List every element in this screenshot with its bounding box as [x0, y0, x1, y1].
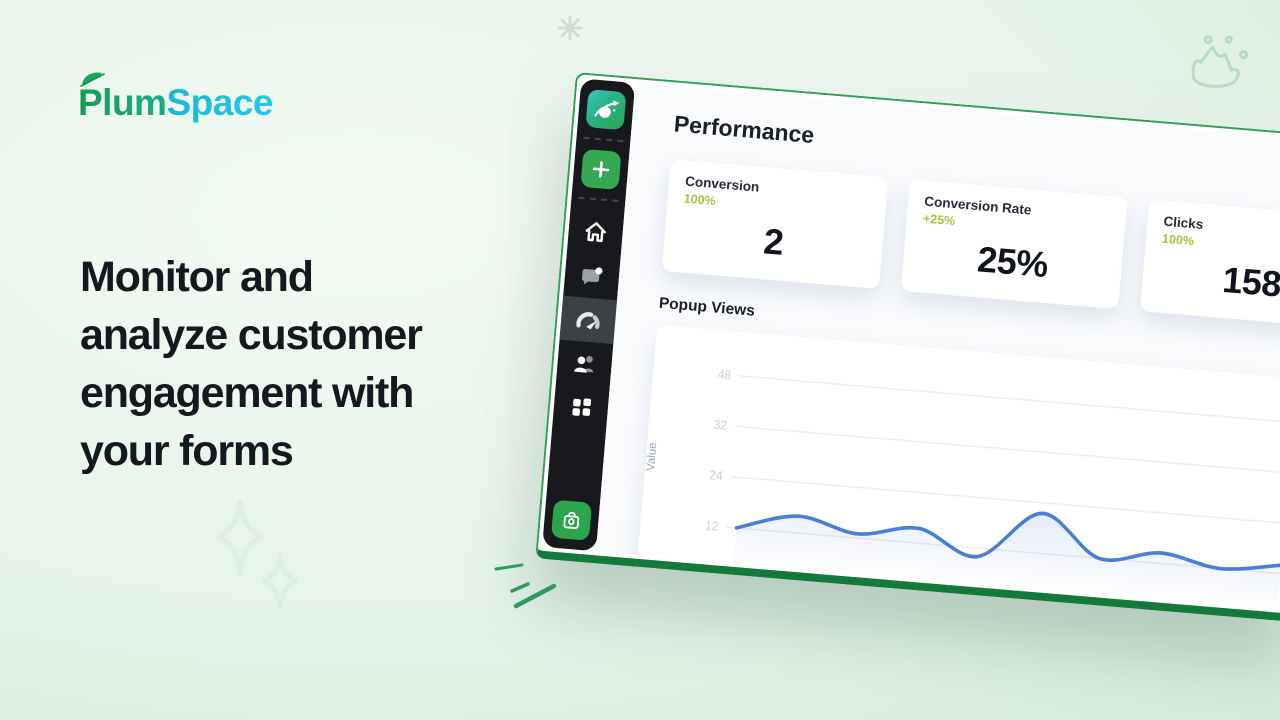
pen-strokes-icon — [494, 563, 557, 609]
sidebar-item-logo[interactable] — [585, 89, 627, 131]
sidebar-divider — [578, 196, 619, 202]
dashboard-mockup-window: Performance Conversion 100% 2 Conversion… — [535, 72, 1280, 622]
plumspace-logo: PlumSpace — [78, 82, 273, 124]
headline: Monitor and analyze customer engagement … — [80, 248, 480, 480]
grid-icon — [571, 398, 591, 416]
svg-text:48: 48 — [717, 367, 732, 383]
gauge-icon — [576, 312, 600, 330]
metric-value: 158 — [1220, 258, 1280, 305]
users-icon — [573, 355, 593, 373]
popup-views-chart: 48 32 24 12 — [705, 367, 1280, 610]
popup-views-chart-panel: Value 48 32 24 12 — [636, 324, 1280, 610]
headline-line: analyze customer — [80, 311, 423, 359]
headline-line: engagement with — [80, 369, 414, 417]
sparkle-asterisk-icon — [557, 15, 583, 41]
headline-line: Monitor and — [80, 253, 314, 301]
sidebar-item-apps[interactable] — [552, 383, 609, 430]
svg-text:32: 32 — [713, 417, 728, 433]
plus-icon — [592, 161, 610, 178]
sidebar — [542, 78, 636, 552]
sidebar-item-messages[interactable] — [563, 252, 620, 300]
sidebar-item-create-new[interactable] — [580, 148, 622, 190]
y-axis-label: Value — [644, 441, 660, 472]
chat-bubble-icon — [581, 267, 603, 285]
sidebar-divider — [583, 136, 624, 143]
diamond-sparkle-icon — [218, 500, 299, 611]
crown-doodle-icon — [1191, 35, 1249, 88]
headline-line: your forms — [80, 427, 294, 475]
metric-card-clicks: Clicks 100% 158 — [1139, 199, 1280, 330]
metric-cards-row: Conversion 100% 2 Conversion Rate +25% 2… — [661, 159, 1280, 330]
home-icon — [585, 222, 606, 243]
svg-text:12: 12 — [705, 518, 720, 534]
logo-part-space: Space — [166, 82, 273, 123]
metric-value: 25% — [975, 238, 1050, 286]
briefcase-icon — [563, 511, 580, 529]
metric-card-conversion: Conversion 100% 2 — [661, 159, 889, 290]
rocket-planet-icon — [594, 100, 620, 118]
metric-value: 2 — [762, 220, 785, 263]
sidebar-item-home[interactable] — [567, 208, 624, 256]
sidebar-item-shop[interactable] — [550, 499, 593, 541]
svg-text:24: 24 — [709, 468, 724, 484]
leaf-rocket-icon — [80, 72, 105, 87]
sidebar-item-performance[interactable] — [559, 295, 618, 345]
dashboard-main: Performance Conversion 100% 2 Conversion… — [595, 82, 1280, 610]
sidebar-item-customers[interactable] — [556, 340, 613, 388]
metric-card-conversion-rate: Conversion Rate +25% 25% — [900, 179, 1128, 310]
logo-part-plum: Plum — [78, 82, 167, 123]
